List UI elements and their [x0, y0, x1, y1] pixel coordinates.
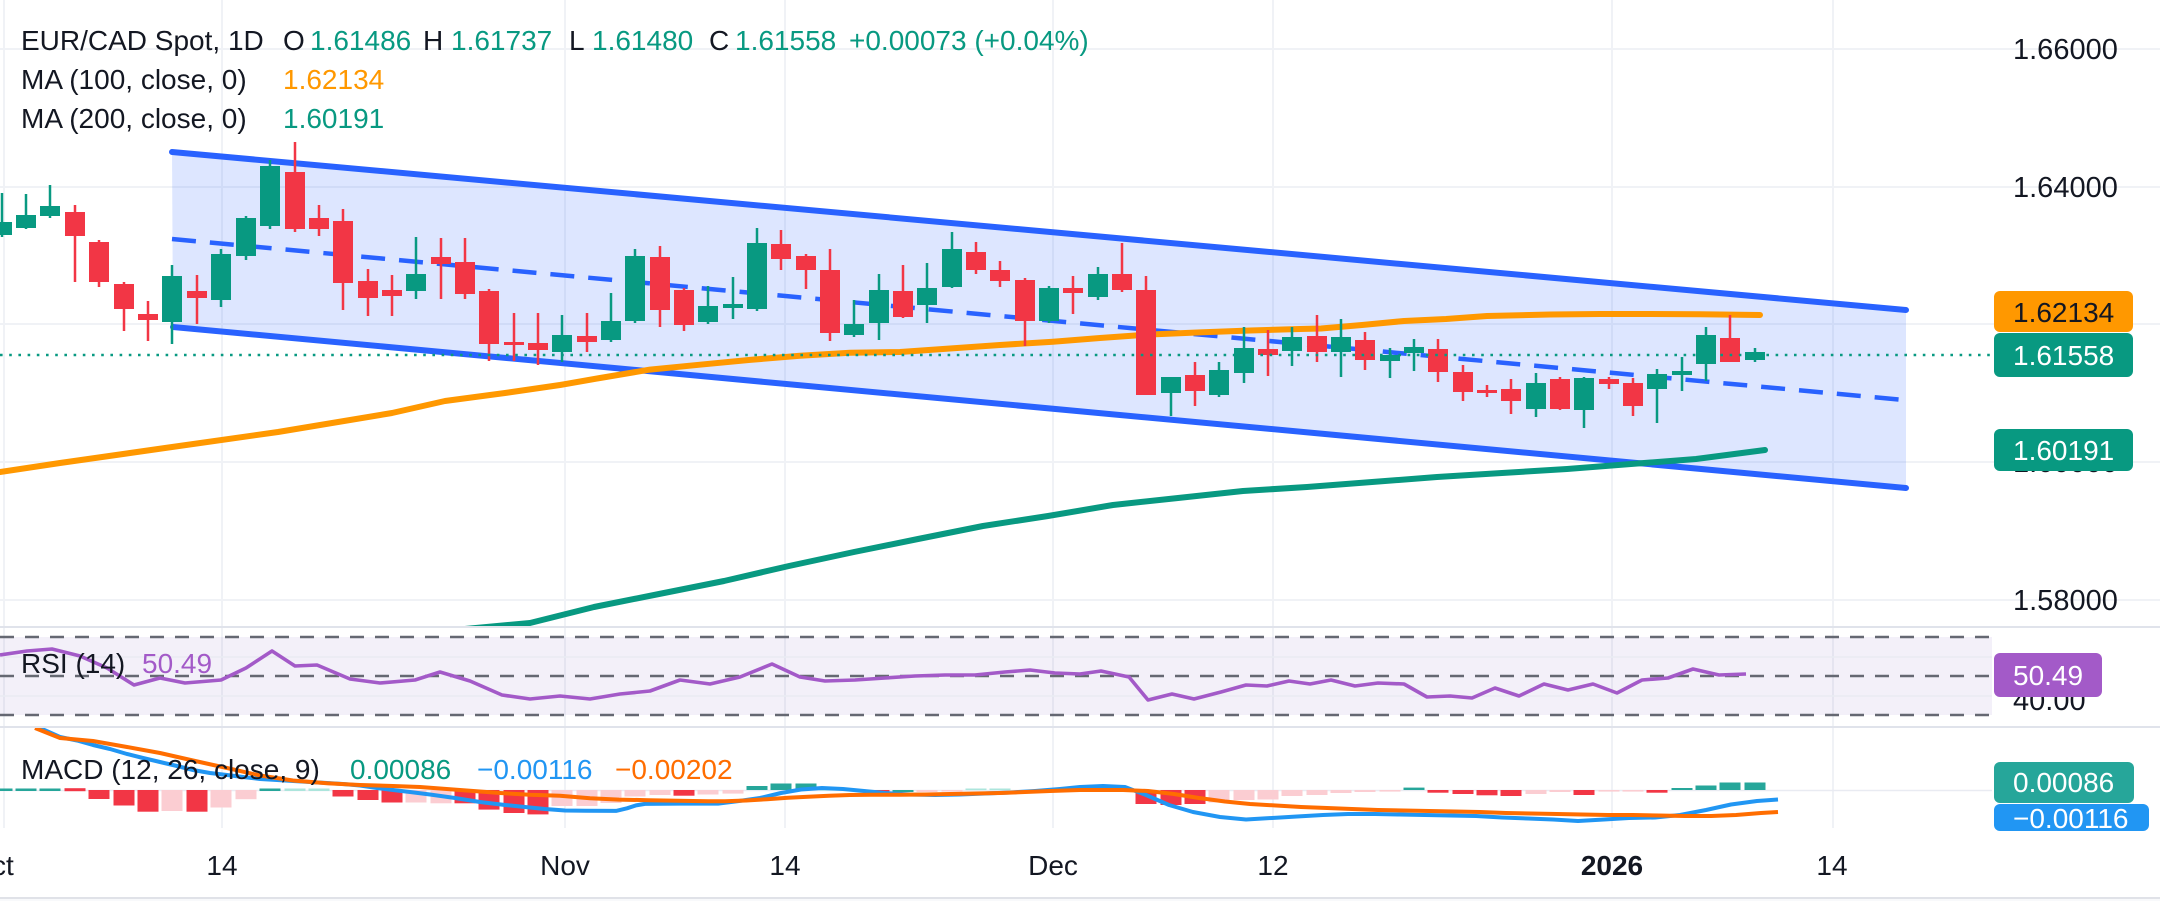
svg-text:50.49: 50.49: [2013, 660, 2083, 691]
svg-text:14: 14: [769, 850, 800, 881]
svg-text:2026: 2026: [1581, 850, 1643, 881]
svg-text:1.64000: 1.64000: [2013, 172, 2118, 204]
svg-text:0.00086: 0.00086: [2013, 767, 2114, 798]
svg-text:1.66000: 1.66000: [2013, 34, 2118, 66]
svg-text:1.61558: 1.61558: [2013, 340, 2114, 371]
svg-text:RSI (14)50.49: RSI (14) 50.49: [21, 648, 212, 679]
svg-text:14: 14: [1816, 850, 1847, 881]
svg-text:MA (200, close, 0)1.60191: MA (200, close, 0) 1.60191: [21, 103, 384, 134]
svg-text:1.58000: 1.58000: [2013, 585, 2118, 617]
svg-text:1.62134: 1.62134: [2013, 297, 2114, 328]
svg-text:MACD (12, 26, close, 9)0.00086: MACD (12, 26, close, 9) 0.00086 −0.00116 −0…: [21, 754, 733, 785]
svg-text:1.60191: 1.60191: [2013, 435, 2114, 466]
svg-text:−0.00116: −0.00116: [2013, 803, 2129, 834]
svg-text:14: 14: [206, 850, 237, 881]
svg-text:MA (100, close, 0)1.62134: MA (100, close, 0) 1.62134: [21, 64, 384, 95]
svg-text:12: 12: [1257, 850, 1288, 881]
svg-text:Oct: Oct: [0, 850, 14, 881]
svg-text:Dec: Dec: [1028, 850, 1078, 881]
svg-text:Nov: Nov: [540, 850, 590, 881]
